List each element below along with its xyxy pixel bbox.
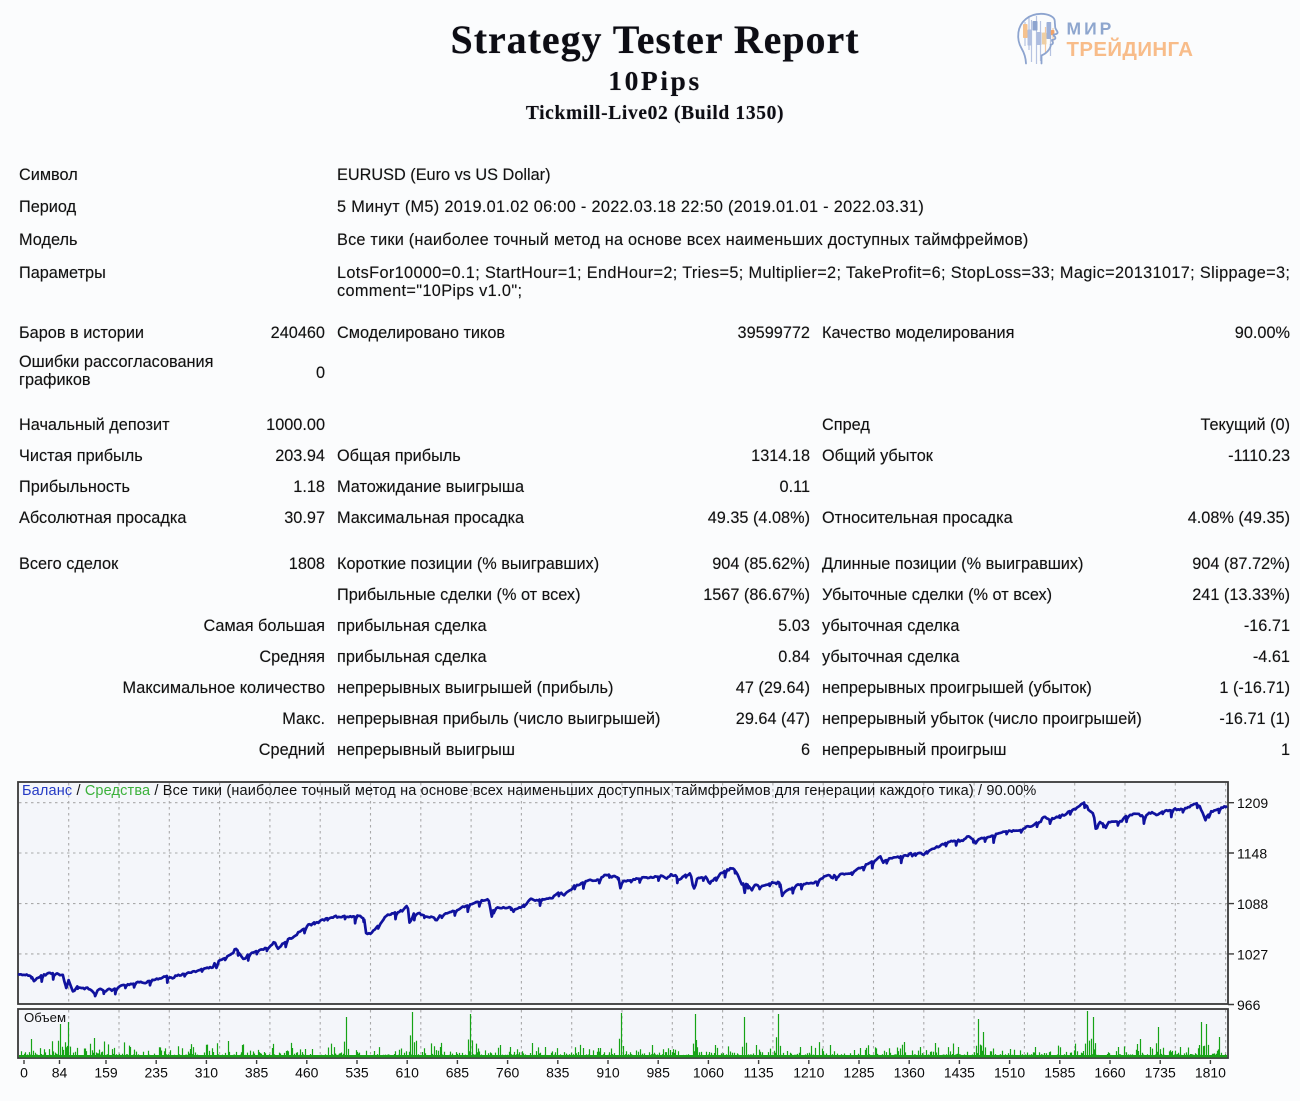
svg-text:1510: 1510: [994, 1065, 1025, 1081]
svg-text:910: 910: [596, 1065, 620, 1081]
svg-text:760: 760: [496, 1065, 520, 1081]
svg-text:610: 610: [396, 1065, 420, 1081]
svg-text:ТРЕЙДИНГА: ТРЕЙДИНГА: [1067, 37, 1194, 61]
svg-text:159: 159: [94, 1065, 118, 1081]
svg-text:1209: 1209: [1237, 795, 1268, 811]
svg-text:835: 835: [546, 1065, 570, 1081]
svg-text:0: 0: [20, 1065, 28, 1081]
svg-text:966: 966: [1237, 997, 1261, 1013]
svg-text:1210: 1210: [793, 1065, 824, 1081]
svg-text:1585: 1585: [1044, 1065, 1075, 1081]
svg-text:1060: 1060: [693, 1065, 724, 1081]
svg-text:1148: 1148: [1237, 846, 1267, 862]
svg-text:1735: 1735: [1145, 1065, 1176, 1081]
svg-text:310: 310: [195, 1065, 219, 1081]
svg-text:1810: 1810: [1195, 1065, 1226, 1081]
svg-text:1285: 1285: [843, 1065, 874, 1081]
svg-text:685: 685: [446, 1065, 470, 1081]
svg-text:235: 235: [145, 1065, 169, 1081]
svg-text:460: 460: [295, 1065, 319, 1081]
svg-text:1027: 1027: [1237, 946, 1268, 962]
svg-text:1360: 1360: [894, 1065, 925, 1081]
svg-text:1088: 1088: [1237, 896, 1268, 912]
svg-text:1660: 1660: [1094, 1065, 1125, 1081]
svg-text:1135: 1135: [744, 1065, 774, 1081]
svg-text:985: 985: [647, 1065, 671, 1081]
svg-text:385: 385: [245, 1065, 269, 1081]
svg-text:535: 535: [345, 1065, 369, 1081]
svg-text:84: 84: [52, 1065, 68, 1081]
svg-text:МИР: МИР: [1067, 19, 1115, 39]
svg-text:1435: 1435: [944, 1065, 975, 1081]
